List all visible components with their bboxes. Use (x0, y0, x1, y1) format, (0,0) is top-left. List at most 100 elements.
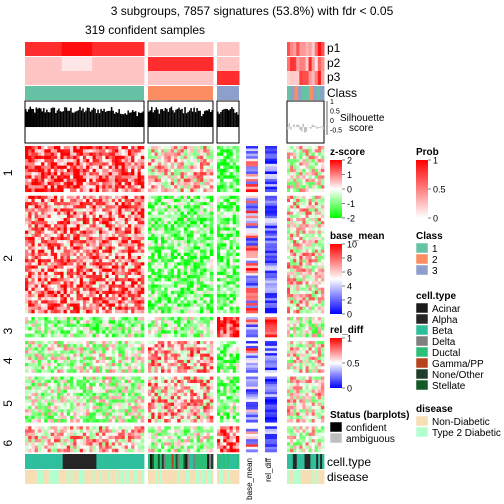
silhouette-tick-label: 1 (330, 99, 334, 106)
heatmap-cell (112, 224, 116, 227)
heatmap-cell (141, 284, 145, 287)
heatmap-cell (41, 256, 45, 259)
heatmap-cell (109, 208, 113, 211)
heatmap-cell (210, 159, 214, 163)
heatmap-cell (115, 208, 119, 211)
heatmap-cell (210, 334, 214, 338)
heatmap-cell (86, 284, 90, 287)
heatmap-cell (181, 196, 185, 199)
heatmap-cell (309, 169, 312, 173)
heatmap-cell (151, 172, 155, 176)
heatmap-cell (177, 297, 181, 300)
heatmap-cell (64, 307, 68, 310)
heatmap-cell (299, 320, 302, 324)
heatmap-cell (203, 175, 207, 179)
heatmap-cell (309, 262, 312, 265)
heatmap-cell (197, 240, 201, 243)
heatmap-cell (184, 256, 188, 259)
heatmap-cell (96, 188, 100, 192)
heatmap-cell (197, 185, 201, 189)
heatmap-cell (200, 272, 204, 275)
heatmap-cell (76, 324, 80, 328)
heatmap-cell (164, 272, 168, 275)
silhouette-bar (205, 110, 207, 127)
silhouette-bar (222, 110, 224, 127)
heatmap-cell (105, 169, 109, 173)
heatmap-cell (48, 185, 52, 189)
heatmap-cell (181, 324, 185, 328)
rel-diff-cell (265, 246, 277, 249)
heatmap-cell (236, 169, 239, 173)
heatmap-cell (99, 159, 103, 163)
heatmap-cell (194, 146, 198, 150)
heatmap-cell (25, 240, 29, 243)
p1-annotation-cell (201, 42, 205, 56)
p1-annotation-cell (176, 42, 180, 56)
heatmap-cell (128, 156, 132, 160)
heatmap-cell (312, 320, 315, 324)
heatmap-cell (233, 227, 236, 230)
p1-annotation-cell (89, 42, 93, 56)
heatmap-cell (99, 265, 103, 268)
heatmap-cell (187, 149, 191, 153)
heatmap-cell (296, 262, 299, 265)
heatmap-cell (138, 224, 142, 227)
heatmap-cell (309, 272, 312, 275)
heatmap-cell (230, 259, 233, 262)
heatmap-cell (236, 256, 239, 259)
heatmap-cell (105, 188, 109, 192)
heatmap-cell (203, 330, 207, 334)
heatmap-cell (226, 224, 229, 227)
heatmap-cell (318, 246, 321, 249)
heatmap-cell (41, 224, 45, 227)
heatmap-cell (155, 231, 159, 234)
heatmap-cell (51, 218, 55, 221)
heatmap-cell (207, 224, 211, 227)
heatmap-cell (187, 175, 191, 179)
heatmap-cell (230, 199, 233, 202)
heatmap-cell (102, 231, 106, 234)
heatmap-cell (171, 243, 175, 246)
heatmap-cell (134, 334, 138, 338)
heatmap-cell (223, 153, 226, 157)
heatmap-cell (102, 175, 106, 179)
heatmap-cell (312, 234, 315, 237)
heatmap-cell (109, 278, 113, 281)
heatmap-cell (96, 208, 100, 211)
row-group-label-1: 1 (1, 169, 15, 176)
heatmap-cell (190, 330, 194, 334)
heatmap-cell (93, 272, 97, 275)
heatmap-cell (57, 341, 61, 344)
heatmap-cell (226, 327, 229, 331)
heatmap-cell (306, 320, 309, 324)
heatmap-cell (312, 159, 315, 163)
p2-annotation-cell (220, 57, 224, 71)
p2-annotation-cell (233, 57, 237, 71)
heatmap-cell (181, 253, 185, 256)
p1-annotation-cell (302, 42, 306, 56)
heatmap-cell (190, 162, 194, 166)
heatmap-cell (306, 149, 309, 153)
p2-annotation-cell (176, 57, 180, 71)
heatmap-cell (233, 324, 236, 328)
heatmap-cell (25, 196, 29, 199)
heatmap-cell (73, 212, 77, 215)
heatmap-cell (131, 310, 135, 313)
heatmap-cell (184, 304, 188, 307)
heatmap-cell (230, 294, 233, 297)
heatmap-cell (290, 212, 293, 215)
heatmap-cell (312, 284, 315, 287)
heatmap-cell (76, 269, 80, 272)
heatmap-cell (164, 246, 168, 249)
heatmap-cell (134, 153, 138, 157)
heatmap-cell (112, 169, 116, 173)
heatmap-cell (112, 344, 116, 347)
heatmap-cell (168, 304, 172, 307)
heatmap-cell (25, 159, 29, 163)
heatmap-cell (51, 284, 55, 287)
heatmap-cell (233, 169, 236, 173)
heatmap-cell (306, 172, 309, 176)
p2-annotation-cell (117, 57, 121, 71)
heatmap-cell (48, 294, 52, 297)
heatmap-cell (190, 310, 194, 313)
